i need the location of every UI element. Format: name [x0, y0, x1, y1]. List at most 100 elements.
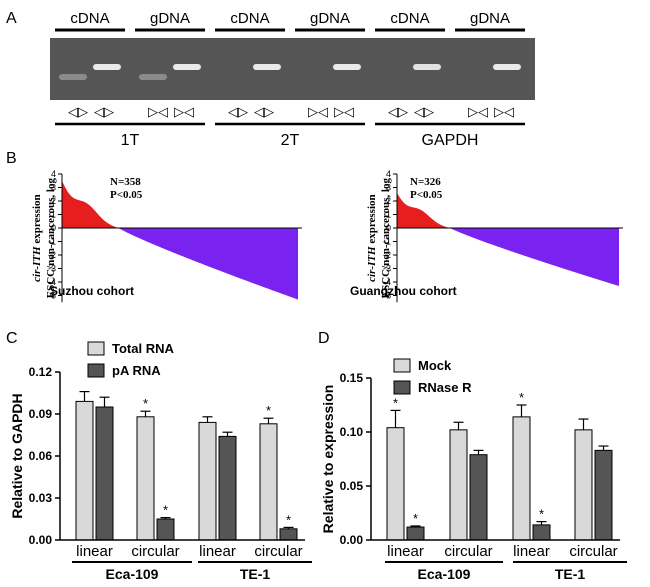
bar: [156, 518, 175, 541]
category-label: circular: [444, 543, 492, 560]
negative-bars: [118, 228, 298, 300]
y-tick-label: 0: [386, 223, 391, 233]
gel-band: [253, 64, 281, 70]
significance-star: *: [143, 396, 148, 411]
significance-star: *: [519, 390, 524, 405]
primer-symbol: ▷◁: [494, 104, 514, 119]
y-axis-label-italic: cir-ITH: [366, 246, 378, 282]
y-axis-label-line2: ESCC/non-cancerous, log: [380, 178, 392, 299]
lane-label: gDNA: [310, 10, 350, 27]
bar: [574, 429, 593, 541]
panel-letter-d: D: [318, 330, 330, 347]
legend-label: pA RNA: [112, 363, 161, 378]
annotation-p: P<0.05: [110, 189, 143, 201]
lane-label: gDNA: [470, 10, 510, 27]
y-tick-label: -5: [48, 291, 56, 301]
primer-symbol: ◁▷: [228, 104, 248, 119]
y-axis-label-rest: expression: [31, 194, 43, 246]
y-tick-label: 0.00: [340, 533, 364, 547]
negative-bars: [450, 228, 619, 287]
primer-symbol: ▷◁: [308, 104, 328, 119]
bar: [95, 406, 114, 541]
bar: [218, 435, 237, 541]
bar: [406, 526, 425, 541]
category-label: linear: [387, 543, 424, 560]
lane-label: gDNA: [150, 10, 190, 27]
y-tick-label: -2: [383, 250, 391, 260]
gel-band: [413, 64, 441, 70]
y-tick-label: 0.05: [340, 479, 364, 493]
annotation-p: P<0.05: [410, 189, 443, 201]
y-tick-label: -1: [383, 237, 391, 247]
bar: [136, 416, 155, 541]
legend-label: Total RNA: [112, 341, 174, 356]
lane-label: cDNA: [70, 10, 109, 27]
bar: [386, 427, 405, 541]
y-tick-label: -4: [383, 277, 391, 287]
group-label: 1T: [121, 132, 140, 149]
y-tick-label: 2: [51, 196, 56, 206]
y-tick-label: -1: [48, 237, 56, 247]
group-label: 2T: [281, 132, 300, 149]
legend-label: RNase R: [418, 380, 472, 395]
y-tick-label: 2: [386, 196, 391, 206]
y-tick-label: -4: [48, 277, 56, 287]
y-tick-label: 4: [386, 169, 391, 179]
gel-band: [493, 64, 521, 70]
y-tick-label: 0.10: [340, 425, 364, 439]
gel-band: [333, 64, 361, 70]
cohort-label: Suzhou cohort: [50, 284, 134, 298]
category-label: circular: [254, 543, 302, 560]
primer-symbol: ◁▷: [68, 104, 88, 119]
annotation-n: N=326: [410, 176, 441, 188]
y-axis-label: Relative to GAPDH: [9, 393, 25, 518]
bar: [594, 449, 613, 541]
group-label: GAPDH: [422, 132, 479, 149]
primer-symbol: ◁▷: [254, 104, 274, 119]
primer-symbol: ▷◁: [468, 104, 488, 119]
y-tick-label: 1: [386, 210, 391, 220]
category-label: linear: [513, 543, 550, 560]
y-tick-label: 4: [51, 169, 56, 179]
y-tick-label: 0: [51, 223, 56, 233]
primer-symbol: ▷◁: [334, 104, 354, 119]
category-label: linear: [76, 543, 113, 560]
y-tick-label: -5: [383, 291, 391, 301]
significance-star: *: [286, 512, 291, 527]
y-axis-label-rest: expression: [366, 194, 378, 246]
cohort-label: Guangzhou cohort: [350, 284, 457, 298]
y-tick-label: 0.15: [340, 371, 364, 385]
annotation-n: N=358: [110, 176, 141, 188]
bar: [279, 528, 298, 541]
primer-symbol: ◁▷: [388, 104, 408, 119]
positive-bars: [397, 192, 451, 228]
legend-swatch: [87, 363, 105, 378]
gel-band: [93, 64, 121, 70]
significance-star: *: [413, 511, 418, 526]
group-label: TE-1: [240, 566, 271, 582]
group-label: Eca-109: [106, 566, 159, 582]
primer-symbol: ▷◁: [174, 104, 194, 119]
y-tick-label: 3: [386, 183, 391, 193]
primer-symbol: ▷◁: [148, 104, 168, 119]
gel-band: [59, 74, 87, 80]
bar: [198, 421, 217, 541]
y-tick-label: 0.00: [29, 533, 53, 547]
y-tick-label: 0.06: [29, 449, 53, 463]
y-axis-label-line2: ESCC/non-cancerous, log: [45, 178, 57, 299]
bar: [532, 524, 551, 541]
significance-star: *: [266, 403, 271, 418]
significance-star: *: [539, 507, 544, 522]
legend-swatch: [87, 341, 105, 356]
y-axis-label: Relative to expression: [320, 385, 336, 534]
y-tick-label: -3: [383, 264, 391, 274]
legend-swatch: [393, 380, 411, 395]
positive-bars: [62, 180, 119, 228]
legend-swatch: [393, 358, 411, 373]
y-tick-label: 0.03: [29, 491, 53, 505]
gel-band: [139, 74, 167, 80]
category-label: circular: [131, 543, 179, 560]
primer-symbol: ◁▷: [414, 104, 434, 119]
significance-star: *: [163, 503, 168, 518]
